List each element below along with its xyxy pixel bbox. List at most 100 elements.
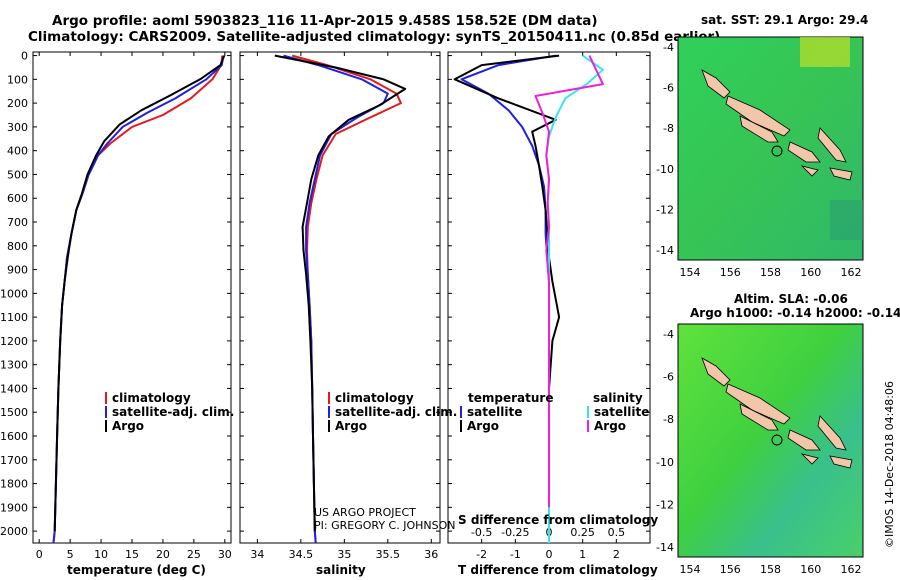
sla-map-title-line1: Altim. SLA: -0.06 bbox=[734, 292, 848, 306]
argo-float-marker bbox=[771, 434, 783, 446]
sst-map-lon-tick-label: 160 bbox=[800, 266, 821, 279]
depth-tick-label: 1100 bbox=[0, 311, 28, 324]
legend-argo-label: Argo bbox=[112, 419, 144, 433]
sla-map-lon-tick-label: 156 bbox=[720, 563, 741, 576]
legend-s-satellite-label: satellite bbox=[594, 405, 649, 419]
legend-satellite-label: satellite-adj. clim. bbox=[335, 405, 457, 419]
island bbox=[739, 115, 779, 143]
x-tick-label: 35 bbox=[337, 548, 351, 561]
island bbox=[725, 383, 791, 425]
x-tick-label: -2 bbox=[476, 548, 487, 561]
depth-tick-label: 100 bbox=[7, 73, 28, 86]
x-tick-label: -1 bbox=[510, 548, 521, 561]
depth-tick-label: 0 bbox=[21, 50, 28, 63]
island bbox=[829, 167, 853, 181]
depth-tick-label: 1900 bbox=[0, 501, 28, 514]
island-group bbox=[701, 69, 853, 181]
depth-tick-label: 900 bbox=[7, 264, 28, 277]
x-tick-label: 34 bbox=[250, 548, 264, 561]
island bbox=[787, 141, 821, 163]
legend-salinity-heading: salinity bbox=[593, 391, 643, 405]
series-line-t-argo bbox=[453, 54, 561, 532]
x-tick-label: 30 bbox=[218, 548, 232, 561]
sst-map-lat-tick-label: -12 bbox=[656, 203, 674, 216]
difference-legend: temperature satellite Argo salinity sate… bbox=[460, 391, 649, 433]
island bbox=[817, 127, 847, 163]
x2-tick-label: -0.25 bbox=[501, 526, 529, 539]
sla-map-lon-tick-label: 160 bbox=[800, 563, 821, 576]
sla-map-lat-tick-label: -12 bbox=[656, 498, 674, 511]
x2-tick-label: -0.5 bbox=[471, 526, 492, 539]
sla-map-lon-tick-label: 162 bbox=[841, 563, 862, 576]
x-tick-label: 5 bbox=[67, 548, 74, 561]
depth-tick-label: 600 bbox=[7, 192, 28, 205]
depth-tick-label: 300 bbox=[7, 121, 28, 134]
sst-map-title: sat. SST: 29.1 Argo: 29.4 bbox=[701, 13, 868, 27]
series-line-s-argo bbox=[534, 55, 604, 508]
island bbox=[787, 429, 821, 451]
depth-tick-label: 1000 bbox=[0, 287, 28, 300]
depth-tick-label: 800 bbox=[7, 240, 28, 253]
x2-tick-label: 0.25 bbox=[570, 526, 595, 539]
series-line-satellite-adj-clim- bbox=[283, 54, 389, 544]
sst-map-lat-tick-label: -8 bbox=[663, 122, 674, 135]
salinity-legend: climatology satellite-adj. clim. Argo bbox=[328, 391, 457, 433]
sla-map-title-line2: Argo h1000: -0.14 h2000: -0.14 bbox=[690, 306, 900, 320]
series-line-satellite-adj-clim- bbox=[52, 55, 225, 544]
depth-tick-label: 1800 bbox=[0, 478, 28, 491]
island bbox=[800, 165, 819, 177]
depth-tick-label: 1300 bbox=[0, 359, 28, 372]
chart-title-line2: Climatology: CARS2009. Satellite-adjuste… bbox=[28, 29, 721, 45]
salinity-panel-frame bbox=[239, 51, 441, 544]
legend-climatology-label: climatology bbox=[112, 391, 191, 405]
depth-tick-label: 2000 bbox=[0, 525, 28, 538]
series-line-t-satellite bbox=[460, 54, 556, 543]
sla-map-lat-tick-label: -4 bbox=[663, 328, 674, 341]
island bbox=[800, 453, 819, 465]
x-tick-label: 10 bbox=[94, 548, 108, 561]
sst-map-lon-tick-label: 162 bbox=[841, 266, 862, 279]
argo-float-marker bbox=[771, 145, 783, 157]
sla-map-lat-tick-label: -10 bbox=[656, 456, 674, 469]
island bbox=[829, 455, 853, 469]
sst-map-lat-tick-label: -10 bbox=[656, 163, 674, 176]
temperature-xlabel: temperature (deg C) bbox=[67, 563, 206, 577]
x-tick-label: 1 bbox=[579, 548, 586, 561]
legend-argo-label: Argo bbox=[335, 419, 367, 433]
x-tick-label: 25 bbox=[187, 548, 201, 561]
temperature-legend: climatology satellite-adj. clim. Argo bbox=[105, 391, 234, 433]
legend-satellite-label: satellite-adj. clim. bbox=[112, 405, 234, 419]
x-tick-label: 36 bbox=[424, 548, 438, 561]
copyright-stamp: ©IMOS 14-Dec-2018 04:48:06 bbox=[883, 381, 896, 548]
series-line-climatology bbox=[52, 55, 224, 544]
sst-map-lon-tick-label: 158 bbox=[760, 266, 781, 279]
depth-tick-label: 1600 bbox=[0, 430, 28, 443]
x-tick-label: 15 bbox=[125, 548, 139, 561]
sst-map-lon-tick-label: 154 bbox=[680, 266, 701, 279]
difference-xlabel: T difference from climatology bbox=[458, 563, 658, 577]
sla-map-lon-tick-label: 158 bbox=[760, 563, 781, 576]
sla-map-lat-tick-label: -6 bbox=[663, 371, 674, 384]
island bbox=[725, 95, 791, 137]
legend-temperature-heading: temperature bbox=[468, 391, 553, 405]
legend-climatology-label: climatology bbox=[335, 391, 414, 405]
legend-t-satellite-label: satellite bbox=[467, 405, 522, 419]
island bbox=[701, 69, 731, 99]
depth-tick-label: 200 bbox=[7, 97, 28, 110]
sst-warm-patch bbox=[800, 37, 850, 67]
series-line-argo bbox=[53, 55, 226, 532]
sst-cool-patch bbox=[830, 200, 863, 240]
x2-tick-label: 0.5 bbox=[608, 526, 626, 539]
chart-title-line1: Argo profile: aoml 5903823_116 11-Apr-20… bbox=[52, 13, 598, 29]
depth-tick-label: 1400 bbox=[0, 382, 28, 395]
series-line-argo bbox=[274, 54, 407, 532]
depth-tick-label: 500 bbox=[7, 168, 28, 181]
depth-tick-label: 400 bbox=[7, 145, 28, 158]
x-tick-label: 2 bbox=[613, 548, 620, 561]
depth-tick-label: 1700 bbox=[0, 454, 28, 467]
island bbox=[739, 403, 779, 431]
sla-map: Altim. SLA: -0.06 Argo h1000: -0.14 h200… bbox=[677, 292, 900, 558]
sst-map-lon-tick-label: 156 bbox=[720, 266, 741, 279]
credit-line1: US ARGO PROJECT bbox=[314, 506, 416, 519]
